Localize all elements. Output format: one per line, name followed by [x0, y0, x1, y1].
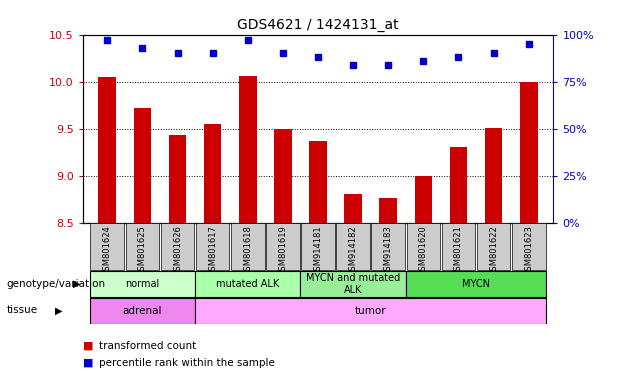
- Text: adrenal: adrenal: [123, 306, 162, 316]
- FancyBboxPatch shape: [90, 271, 195, 297]
- Text: GSM914181: GSM914181: [314, 225, 322, 276]
- Title: GDS4621 / 1424131_at: GDS4621 / 1424131_at: [237, 18, 399, 32]
- FancyBboxPatch shape: [125, 223, 159, 270]
- FancyBboxPatch shape: [90, 223, 124, 270]
- FancyBboxPatch shape: [300, 271, 406, 297]
- Text: MYCN: MYCN: [462, 279, 490, 289]
- Text: GSM801617: GSM801617: [208, 225, 217, 276]
- Text: ▶: ▶: [73, 279, 81, 289]
- Text: percentile rank within the sample: percentile rank within the sample: [99, 358, 275, 368]
- Text: GSM914182: GSM914182: [349, 225, 357, 276]
- Text: GSM801620: GSM801620: [419, 225, 428, 276]
- Bar: [520, 82, 537, 223]
- Text: GSM801618: GSM801618: [243, 225, 252, 276]
- FancyBboxPatch shape: [406, 271, 546, 297]
- Bar: [380, 198, 397, 223]
- Text: GSM914183: GSM914183: [384, 225, 393, 276]
- FancyBboxPatch shape: [371, 223, 405, 270]
- FancyBboxPatch shape: [195, 298, 546, 324]
- Text: GSM801625: GSM801625: [138, 225, 147, 276]
- Text: GSM801624: GSM801624: [103, 225, 112, 276]
- FancyBboxPatch shape: [406, 223, 440, 270]
- FancyBboxPatch shape: [196, 223, 230, 270]
- Text: ▶: ▶: [55, 305, 63, 315]
- Bar: [134, 108, 151, 223]
- Text: ■: ■: [83, 341, 93, 351]
- FancyBboxPatch shape: [441, 223, 475, 270]
- Bar: [415, 176, 432, 223]
- FancyBboxPatch shape: [161, 223, 195, 270]
- Text: MYCN and mutated
ALK: MYCN and mutated ALK: [306, 273, 400, 295]
- Text: transformed count: transformed count: [99, 341, 196, 351]
- Bar: [204, 124, 221, 223]
- Text: GSM801622: GSM801622: [489, 225, 498, 276]
- Bar: [450, 147, 467, 223]
- FancyBboxPatch shape: [301, 223, 335, 270]
- Bar: [239, 76, 256, 223]
- Text: normal: normal: [125, 279, 160, 289]
- FancyBboxPatch shape: [266, 223, 300, 270]
- Bar: [485, 128, 502, 223]
- FancyBboxPatch shape: [231, 223, 265, 270]
- Bar: [169, 135, 186, 223]
- Bar: [274, 129, 292, 223]
- Text: mutated ALK: mutated ALK: [216, 279, 279, 289]
- Text: genotype/variation: genotype/variation: [6, 279, 106, 289]
- Text: GSM801619: GSM801619: [279, 225, 287, 276]
- Text: GSM801621: GSM801621: [454, 225, 463, 276]
- FancyBboxPatch shape: [512, 223, 546, 270]
- Bar: [309, 141, 327, 223]
- Text: ■: ■: [83, 358, 93, 368]
- Bar: [344, 194, 362, 223]
- Text: GSM801626: GSM801626: [173, 225, 182, 276]
- FancyBboxPatch shape: [477, 223, 511, 270]
- Text: tumor: tumor: [355, 306, 387, 316]
- Text: GSM801623: GSM801623: [524, 225, 533, 276]
- FancyBboxPatch shape: [90, 298, 195, 324]
- FancyBboxPatch shape: [336, 223, 370, 270]
- Bar: [99, 77, 116, 223]
- Text: tissue: tissue: [6, 305, 38, 315]
- FancyBboxPatch shape: [195, 271, 300, 297]
